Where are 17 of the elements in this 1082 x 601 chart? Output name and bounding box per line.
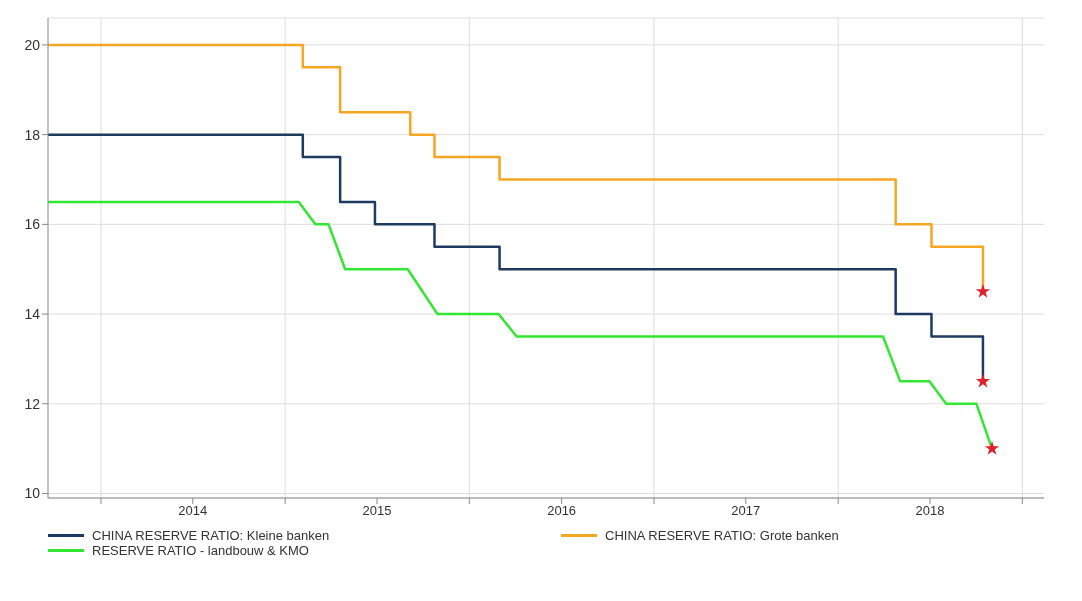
legend-label: RESERVE RATIO - landbouw & KMO (92, 543, 309, 558)
x-tick-label: 2017 (731, 503, 761, 519)
x-tick-label: 2015 (362, 503, 392, 519)
point (975, 373, 991, 388)
x-tick-label: 2018 (915, 503, 945, 519)
point (984, 441, 1000, 455)
y-tick-label: 20 (24, 36, 41, 53)
legend-label: CHINA RESERVE RATIO: Grote banken (605, 528, 839, 543)
point (975, 284, 991, 298)
y-tick-label: 14 (24, 306, 41, 323)
x-tick-label: 2014 (178, 503, 208, 519)
y-tick-label: 18 (24, 126, 41, 143)
legend-label: CHINA RESERVE RATIO: Kleine banken (92, 528, 330, 543)
y-tick-label: 10 (24, 485, 41, 502)
y-tick-label: 12 (24, 395, 41, 412)
y-tick-label: 16 (24, 216, 41, 233)
x-tick-label: 2016 (547, 503, 577, 519)
